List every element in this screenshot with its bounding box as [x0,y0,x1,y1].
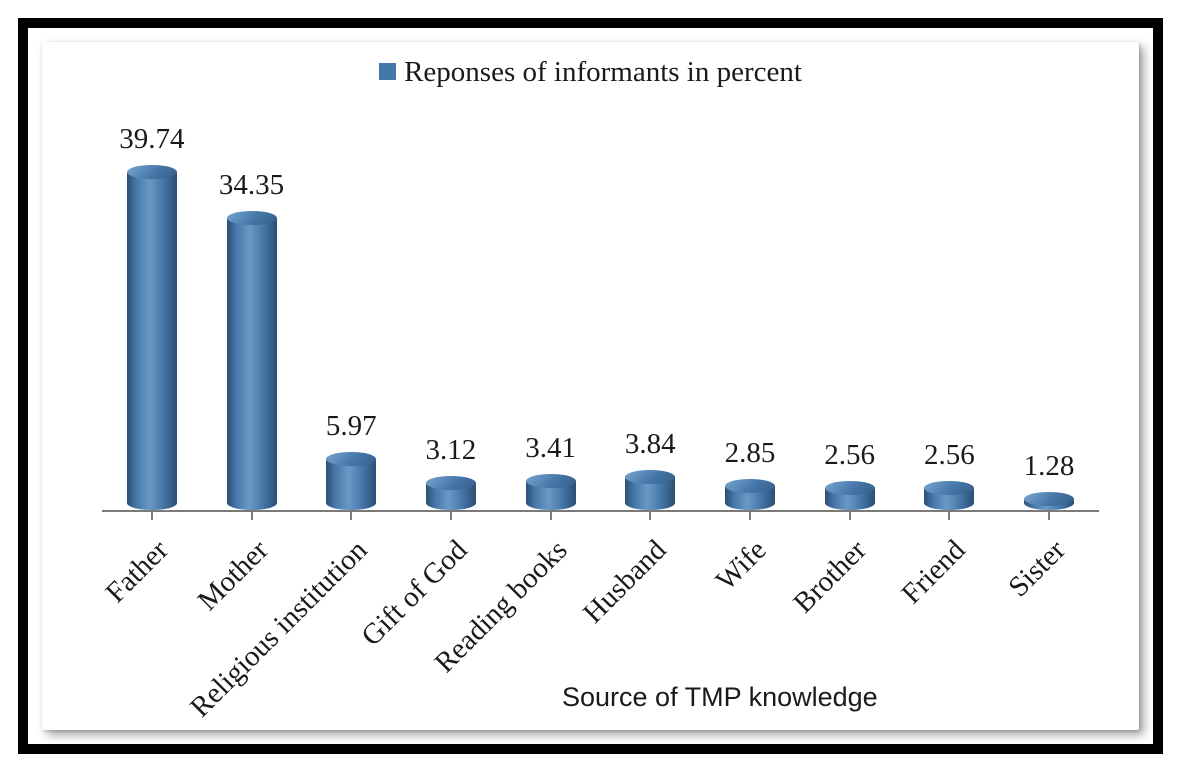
axis-tick [550,510,552,520]
bar-slot: 5.97 [304,112,399,510]
axis-tick [251,510,253,520]
bar-top-cap [825,481,875,495]
axis-tick [749,510,751,520]
value-label: 3.84 [625,428,676,461]
axis-tick [1048,510,1050,520]
axis-tick [350,510,352,520]
bar [127,172,177,510]
value-label: 39.74 [119,123,184,156]
bar-top-cap [326,452,376,466]
value-label: 3.41 [525,432,576,465]
bar-slot: 3.84 [603,112,698,510]
axis-tick [849,510,851,520]
bar-slot: 2.85 [703,112,798,510]
value-label: 1.28 [1024,450,1075,483]
bar-slot: 2.56 [902,112,997,510]
x-label-slot: Sister [1002,522,1097,722]
bar-top-cap [625,470,675,484]
chart-panel: Reponses of informants in percent 39.743… [42,42,1139,730]
value-label: 2.56 [824,439,875,472]
bar-slot: 34.35 [204,112,299,510]
legend: Reponses of informants in percent [42,56,1139,89]
axis-tick [151,510,153,520]
bar [227,218,277,510]
x-axis-title: Source of TMP knowledge [562,682,878,713]
bar-top-cap [227,211,277,225]
x-label-slot: Friend [902,522,997,722]
x-label: Brother [787,534,873,620]
axis-tick [450,510,452,520]
bar-slot: 3.41 [503,112,598,510]
x-label: Wife [710,534,773,597]
value-label: 2.56 [924,439,975,472]
bar-top-cap [924,481,974,495]
value-label: 3.12 [426,434,477,467]
bar-slot: 39.74 [104,112,199,510]
bar-slot: 1.28 [1002,112,1097,510]
plot-area: 39.74 34.35 5.97 3.12 3.41 3.84 2.85 2.56 2.56 1.… [102,112,1099,512]
bar-top-cap [1024,492,1074,506]
bar-top-cap [526,474,576,488]
value-label: 34.35 [219,169,284,202]
x-label-slot: Father [104,522,199,722]
legend-label: Reponses of informants in percent [404,56,802,88]
axis-tick [649,510,651,520]
x-label: Friend [896,534,973,611]
bar-top-cap [725,479,775,493]
bar-top-cap [127,165,177,179]
bar-slot: 3.12 [404,112,499,510]
legend-swatch [379,63,396,80]
bar-top-cap [426,476,476,490]
bars-container: 39.74 34.35 5.97 3.12 3.41 3.84 2.85 2.56 2.56 1.… [102,112,1099,510]
bar [326,459,376,510]
x-label: Mother [191,534,275,618]
value-label: 2.85 [725,437,776,470]
bar-slot: 2.56 [802,112,897,510]
x-label: Father [99,534,175,610]
chart-outer-frame: Reponses of informants in percent 39.743… [18,18,1163,754]
axis-tick [948,510,950,520]
value-label: 5.97 [326,410,377,443]
x-label: Sister [1002,534,1072,604]
